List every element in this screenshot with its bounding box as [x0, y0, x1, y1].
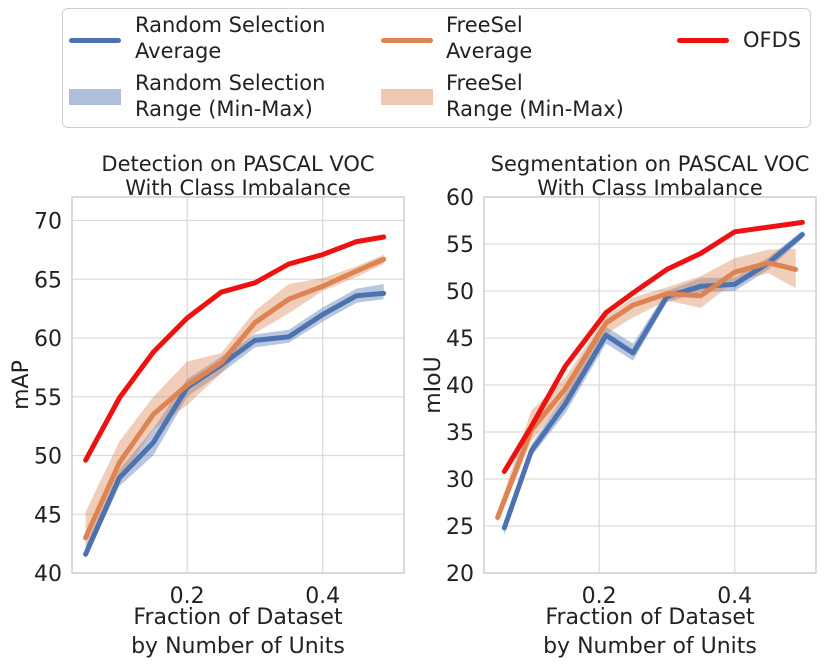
chart1-ytick-label: 40	[34, 562, 62, 587]
chart2-title-line: Segmentation on PASCAL VOC	[491, 152, 810, 176]
legend-label-random-range: Random Selection Range (Min-Max)	[135, 71, 326, 121]
chart2-ytick-label: 45	[446, 327, 474, 352]
chart1-xtick-label: 0.4	[305, 584, 340, 609]
chart1-title-line: With Class Imbalance	[125, 176, 351, 200]
chart2-xtick-label: 0.2	[582, 584, 617, 609]
chart2-ytick-label: 30	[446, 468, 474, 493]
chart1-xlabel-line: Fraction of Dataset	[133, 605, 343, 630]
legend-label-random-average: Random Selection Average	[135, 13, 326, 63]
chart2-xtick-label: 0.4	[717, 584, 752, 609]
chart1-band-random-selection-average	[85, 284, 384, 559]
chart1-ytick-label: 50	[34, 445, 62, 470]
chart2-xlabel-line: Fraction of Dataset	[545, 605, 755, 630]
chart1-line-ofds	[83, 234, 387, 463]
chart1-ytick-label: 55	[34, 386, 62, 411]
chart2-plot-frame	[483, 196, 817, 574]
chart1-xlabel-line: by Number of Units	[131, 634, 345, 659]
chart2-ytick-label: 20	[446, 562, 474, 587]
chart2-line-random-selection-average	[501, 232, 805, 531]
legend-swatch-random-average	[69, 38, 121, 43]
legend-label-ofds: OFDS	[743, 28, 802, 52]
chart2-xlabel-line: by Number of Units	[543, 634, 757, 659]
chart2-ytick-label: 50	[446, 280, 474, 305]
chart2-ytick-label: 60	[446, 186, 474, 211]
chart1-ytick-label: 60	[34, 327, 62, 352]
legend-swatch-random-range	[69, 89, 121, 105]
chart1-ytick-label: 65	[34, 268, 62, 293]
chart1-title-line: Detection on PASCAL VOC	[101, 152, 374, 176]
legend-swatch-freesel-average	[381, 38, 433, 43]
chart1-xtick-label: 0.2	[170, 584, 205, 609]
chart2-ytick-label: 55	[446, 233, 474, 258]
chart2-ytick-label: 25	[446, 515, 474, 540]
chart1-ytick-label: 70	[34, 210, 62, 235]
chart2-ylabel: mIoU	[421, 356, 446, 413]
chart1-line-random-selection-average	[83, 290, 387, 557]
chart2-line-ofds	[501, 219, 805, 474]
chart1-plot-frame	[71, 196, 405, 574]
chart1-line-freesel-average	[83, 256, 387, 541]
legend-label-freesel-average: FreeSel Average	[446, 13, 533, 63]
chart2-ytick-label: 40	[446, 374, 474, 399]
legend-swatch-freesel-range	[381, 89, 433, 105]
chart2-title-line: With Class Imbalance	[537, 176, 763, 200]
chart2-line-freesel-average	[495, 260, 799, 520]
chart2-ytick-label: 35	[446, 421, 474, 446]
legend-swatch-ofds	[677, 38, 729, 43]
chart1-ylabel: mAP	[9, 360, 34, 410]
legend: Random Selection Average FreeSel Average…	[62, 8, 811, 128]
chart1-ytick-label: 45	[34, 503, 62, 528]
legend-label-freesel-range: FreeSel Range (Min-Max)	[446, 71, 624, 121]
